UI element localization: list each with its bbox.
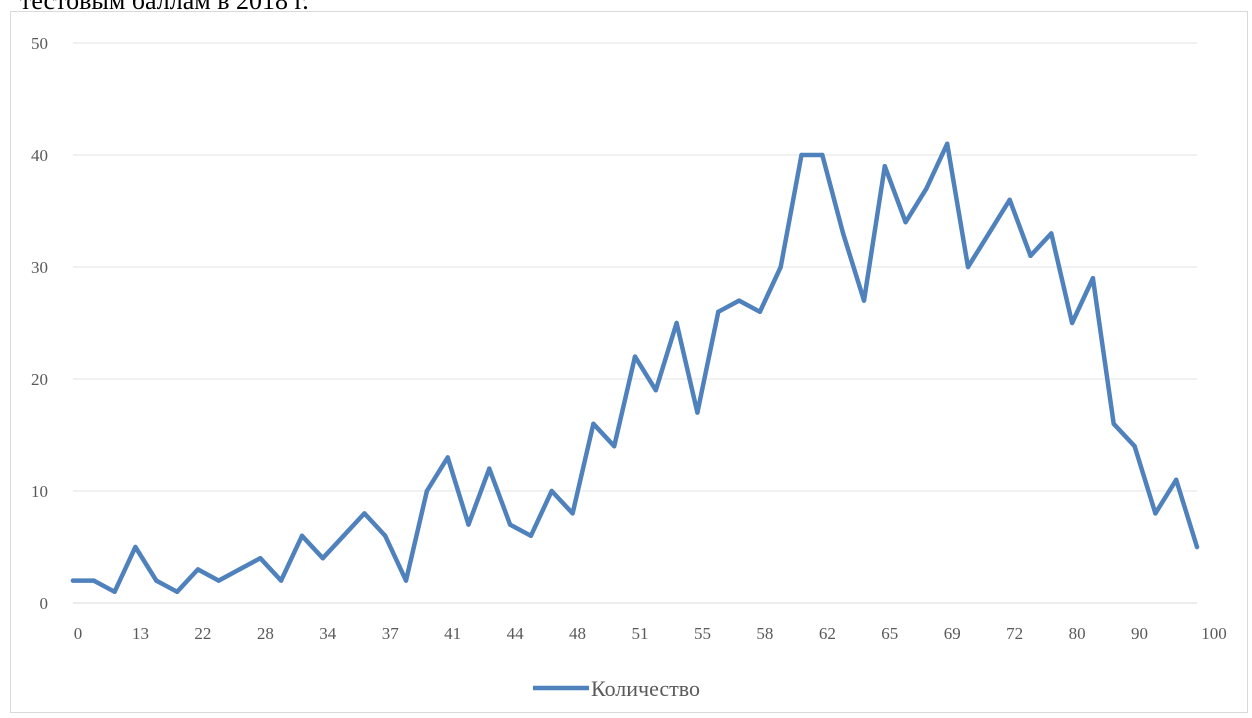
data-point [591, 421, 596, 426]
data-point [549, 488, 554, 494]
x-tick-label: 44 [507, 624, 525, 643]
x-tick-label: 62 [819, 624, 836, 643]
x-tick-label: 22 [194, 624, 211, 643]
data-point [507, 522, 513, 527]
data-point [1090, 276, 1096, 281]
data-point [154, 578, 159, 583]
x-tick-label: 55 [694, 624, 711, 643]
x-tick-label: 58 [756, 624, 773, 643]
data-point [278, 578, 284, 583]
data-point [1028, 253, 1033, 258]
y-tick-label: 40 [31, 146, 48, 165]
x-tick-label: 41 [444, 624, 461, 643]
x-tick-label: 80 [1069, 624, 1086, 643]
data-point [653, 388, 659, 393]
x-tick-label: 37 [382, 624, 400, 643]
data-point [112, 589, 117, 594]
data-point [903, 220, 908, 225]
data-point [362, 511, 367, 516]
data-point [632, 354, 638, 359]
data-point [757, 309, 763, 314]
data-point [341, 533, 346, 538]
x-tick-label: 51 [632, 624, 649, 643]
series-line-kolichestvo [70, 141, 1200, 595]
x-tick-label: 90 [1131, 624, 1148, 643]
x-tick-label: 65 [881, 624, 898, 643]
data-point [195, 567, 201, 572]
data-point [570, 511, 575, 516]
data-point [736, 298, 742, 303]
x-tick-label: 0 [74, 624, 83, 643]
data-point [466, 522, 471, 527]
y-tick-label: 20 [31, 370, 48, 389]
data-point [820, 152, 825, 158]
y-tick-label: 0 [40, 594, 49, 613]
data-point [882, 164, 887, 169]
data-point [1069, 320, 1075, 326]
x-tick-label: 69 [944, 624, 961, 643]
data-point [965, 264, 971, 270]
y-tick-label: 10 [31, 482, 48, 501]
data-point [1111, 421, 1116, 426]
data-point [861, 298, 867, 303]
y-tick-label: 30 [31, 258, 48, 277]
data-point [924, 186, 929, 191]
chart-frame [10, 11, 1248, 713]
data-point [70, 578, 76, 583]
x-tick-label: 34 [319, 624, 337, 643]
x-tick-label: 72 [1006, 624, 1023, 643]
data-point [174, 589, 180, 594]
data-point [424, 488, 430, 494]
data-point [216, 578, 221, 583]
x-tick-label: 48 [569, 624, 586, 643]
y-tick-label: 50 [31, 34, 48, 53]
data-point [528, 533, 534, 538]
data-point [799, 152, 804, 158]
data-point [778, 264, 783, 270]
data-point [1173, 477, 1179, 482]
x-tick-label: 28 [257, 624, 274, 643]
data-point [1132, 444, 1137, 449]
data-point [383, 533, 388, 538]
data-point [445, 455, 450, 460]
data-point [320, 556, 325, 561]
data-point [674, 320, 679, 326]
data-point [1194, 544, 1200, 550]
x-tick-label: 13 [132, 624, 149, 643]
data-point [611, 444, 617, 449]
data-point [133, 544, 138, 550]
data-point [299, 533, 305, 538]
data-point [1153, 511, 1158, 516]
data-point [840, 231, 846, 236]
data-point [1049, 231, 1054, 236]
data-point [986, 231, 992, 236]
data-point [695, 410, 700, 415]
x-tick-label: 100 [1201, 624, 1227, 643]
data-point [258, 556, 263, 561]
data-point [91, 578, 97, 583]
legend-label: Количество [591, 676, 700, 701]
data-point [945, 141, 950, 146]
data-point [1007, 197, 1012, 202]
data-point [237, 567, 242, 572]
data-point [487, 466, 492, 471]
data-point [403, 578, 409, 583]
data-point [716, 309, 721, 314]
